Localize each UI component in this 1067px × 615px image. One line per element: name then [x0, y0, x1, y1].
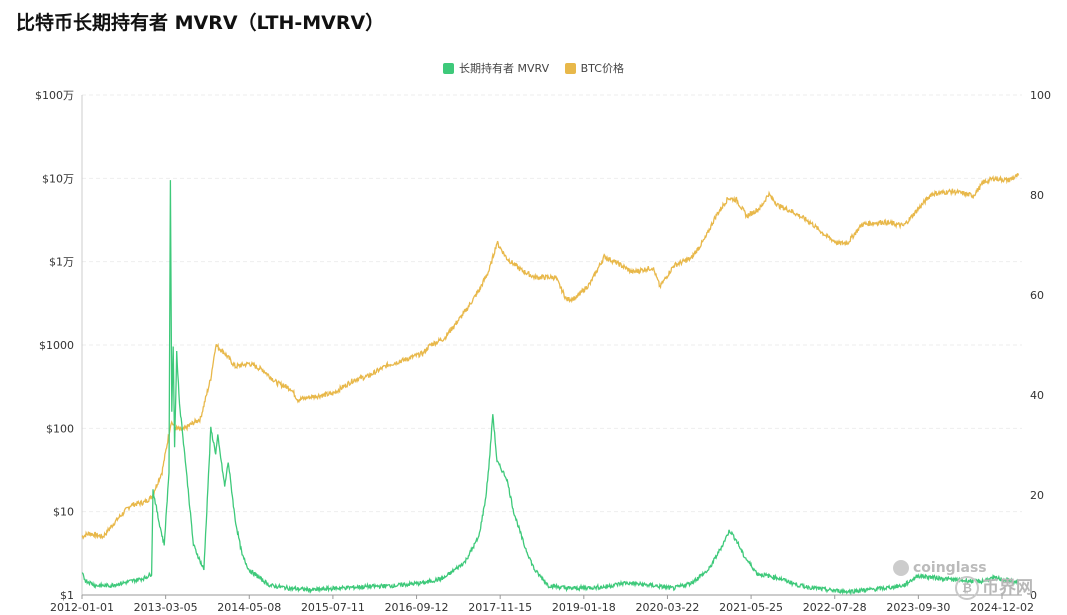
legend-swatch-lth-mvrv — [443, 62, 455, 74]
watermark-bijie: ₿ 币界网 — [955, 573, 1033, 600]
y-right-tick-label: 100 — [1030, 89, 1051, 102]
x-tick-label: 2023-09-30 — [886, 601, 950, 614]
y-left-tick-label: $100 — [46, 422, 74, 435]
y-left-tick-label: $1000 — [39, 339, 74, 352]
chart-title: 比特币长期持有者 MVRV（LTH-MVRV） — [16, 12, 385, 34]
grid-lines — [82, 94, 1022, 513]
x-tick-label: 2020-03-22 — [635, 601, 699, 614]
y-left-tick-label: $10万 — [42, 172, 74, 185]
legend-label-btc-price: BTC价格 — [580, 62, 624, 75]
x-tick-label: 2013-03-05 — [134, 601, 198, 614]
watermark-coinglass: coinglass — [893, 560, 987, 576]
x-tick-label: 2019-01-18 — [552, 601, 616, 614]
y-right-tick-label: 0 — [1030, 589, 1037, 602]
btc-price-line — [81, 173, 1020, 540]
y-right-tick-label: 80 — [1030, 189, 1044, 202]
y-right-tick-label: 20 — [1030, 489, 1044, 502]
y-left-tick-label: $10 — [53, 506, 74, 519]
y-left-tick-label: $1万 — [49, 256, 74, 269]
x-tick-label: 2012-01-01 — [50, 601, 114, 614]
legend-item-btc-price[interactable]: BTC价格 — [564, 60, 624, 76]
chart-legend: 长期持有者 MVRV BTC价格 — [0, 60, 1067, 77]
lth-mvrv-line — [81, 180, 1019, 596]
x-tick-label: 2015-07-11 — [301, 601, 365, 614]
x-tick-label: 2014-05-08 — [217, 601, 281, 614]
x-tick-label: 2021-05-25 — [719, 601, 783, 614]
x-tick-label: 2016-09-12 — [385, 601, 449, 614]
series-lines — [81, 173, 1020, 596]
x-tick-label: 2022-07-28 — [803, 601, 867, 614]
legend-swatch-btc-price — [564, 62, 576, 74]
axes — [81, 95, 1022, 599]
y-left-tick-label: $100万 — [35, 89, 74, 102]
y-right-tick-label: 60 — [1030, 289, 1044, 302]
y-right-tick-label: 40 — [1030, 389, 1044, 402]
tick-labels: $1 $10 $100 $1000 $1万 $10万 $100万 0 20 40 60 80 100 20… — [35, 89, 1051, 614]
legend-label-lth-mvrv: 长期持有者 MVRV — [459, 62, 550, 75]
bitcoin-logo-icon: ₿ — [955, 576, 979, 600]
legend-item-lth-mvrv[interactable]: 长期持有者 MVRV — [443, 60, 549, 76]
coinglass-logo-icon — [893, 560, 909, 576]
y-left-tick-label: $1 — [60, 589, 74, 602]
x-tick-label: 2017-11-15 — [468, 601, 532, 614]
x-tick-label: 2024-12-02 — [970, 601, 1034, 614]
